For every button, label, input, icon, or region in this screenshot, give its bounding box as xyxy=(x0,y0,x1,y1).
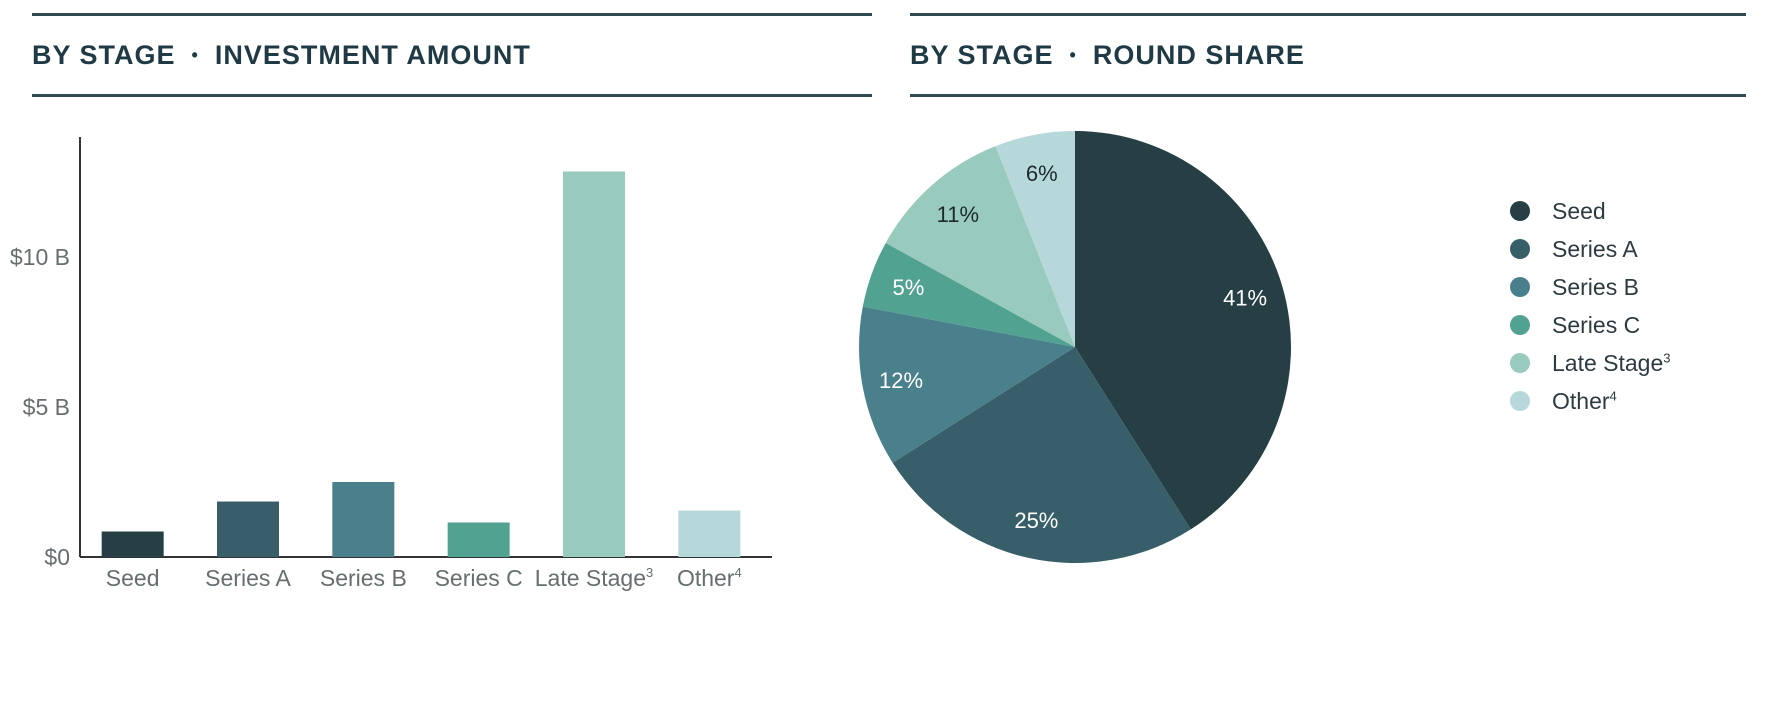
investment-amount-panel: BY STAGE • INVESTMENT AMOUNT $0 $5 B $10 B Se… xyxy=(10,0,872,702)
pie-slice-label: 41% xyxy=(1223,286,1267,311)
legend-label: Series A xyxy=(1552,235,1638,262)
pie-legend: Seed Series A Series B Series C Late Stage3 O… xyxy=(1510,192,1671,420)
bar xyxy=(563,171,625,557)
pie-slice xyxy=(995,131,1075,347)
legend-item: Other4 xyxy=(1510,382,1671,420)
legend-swatch xyxy=(1510,315,1530,335)
title-part-2: INVESTMENT AMOUNT xyxy=(214,40,531,70)
x-tick-label: Late Stage3 xyxy=(535,565,654,591)
legend-swatch xyxy=(1510,201,1530,221)
legend-swatch xyxy=(1510,391,1530,411)
bottom-rule xyxy=(910,94,1746,97)
y-tick-label: $5 B xyxy=(23,394,70,420)
pie-slice-label: 25% xyxy=(1014,508,1058,533)
panel-title: BY STAGE • INVESTMENT AMOUNT xyxy=(32,40,531,71)
bar xyxy=(678,510,741,557)
legend-label: Series B xyxy=(1552,273,1639,300)
legend-label: Seed xyxy=(1552,197,1606,224)
top-rule xyxy=(910,13,1746,16)
title-part-1: BY STAGE xyxy=(910,40,1054,70)
pie-slice-label: 12% xyxy=(879,368,923,393)
footnote-marker: 4 xyxy=(1609,387,1617,403)
pie-chart: 41% 25% 12% 5% 11% 6% xyxy=(859,131,1291,563)
legend-label: Late Stage3 xyxy=(1552,349,1671,376)
pie-slice xyxy=(892,347,1191,563)
legend-item: Series C xyxy=(1510,306,1671,344)
title-separator: • xyxy=(191,45,199,65)
x-tick-label: Series C xyxy=(435,565,523,591)
legend-item: Series B xyxy=(1510,268,1671,306)
legend-item: Late Stage3 xyxy=(1510,344,1671,382)
title-part-1: BY STAGE xyxy=(32,40,176,70)
legend-swatch xyxy=(1510,277,1530,297)
x-tick-label: Other4 xyxy=(677,565,742,591)
pie-slice xyxy=(862,242,1075,347)
bar-chart: $0 $5 B $10 B Seed Series A Series B Series C L… xyxy=(10,137,772,591)
legend-label: Series C xyxy=(1552,311,1641,338)
pie-slice-label: 11% xyxy=(937,202,979,227)
title-part-2: ROUND SHARE xyxy=(1092,40,1305,70)
panel-title: BY STAGE • ROUND SHARE xyxy=(910,40,1305,71)
pie-slice xyxy=(885,146,1075,347)
round-share-panel: BY STAGE • ROUND SHARE 41% 25% 12% 5% 11% 6% Se… xyxy=(859,0,1746,702)
bar xyxy=(332,482,395,557)
y-tick-label: $0 xyxy=(44,544,70,570)
legend-item: Seed xyxy=(1510,192,1671,230)
title-separator: • xyxy=(1069,45,1077,65)
footnote-marker: 3 xyxy=(1663,349,1671,365)
legend-label: Other4 xyxy=(1552,387,1617,414)
x-tick-label: Series B xyxy=(320,565,407,591)
x-tick-label: Series A xyxy=(205,565,291,591)
legend-swatch xyxy=(1510,353,1530,373)
bar xyxy=(101,531,164,557)
bar xyxy=(447,522,510,557)
pie-slice xyxy=(859,306,1075,463)
legend-swatch xyxy=(1510,239,1530,259)
y-tick-label: $10 B xyxy=(10,244,70,270)
legend-item: Series A xyxy=(1510,230,1671,268)
x-tick-label: Seed xyxy=(106,565,160,591)
bar xyxy=(217,501,279,557)
pie-slice-label: 6% xyxy=(1026,161,1058,186)
pie-slice xyxy=(1075,131,1291,530)
bottom-rule xyxy=(32,94,872,97)
pie-slice-label: 5% xyxy=(892,275,924,300)
top-rule xyxy=(32,13,872,16)
